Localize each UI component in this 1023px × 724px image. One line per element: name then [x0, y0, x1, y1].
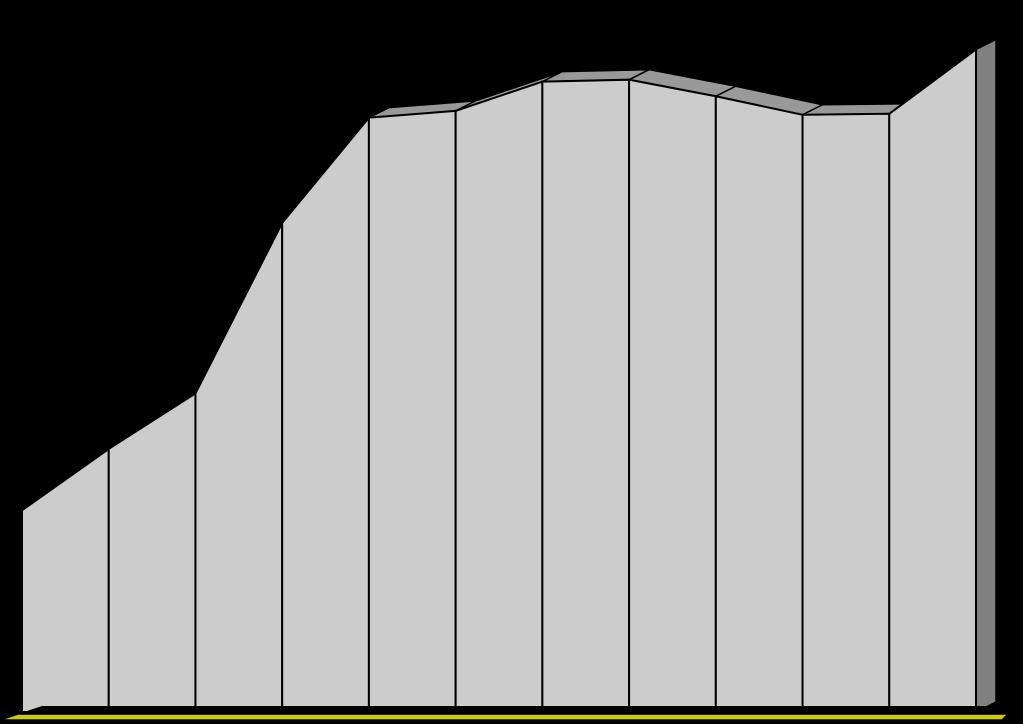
area-segment-9: [714, 95, 804, 713]
area-segment-2: [107, 391, 197, 713]
data-point-12: [975, 48, 977, 51]
data-point-3: [194, 392, 197, 395]
area-segment-7: [541, 78, 631, 713]
front-facets: [21, 47, 977, 713]
data-point-6: [454, 109, 457, 112]
data-point-7: [541, 80, 544, 83]
data-point-2: [107, 447, 110, 450]
side-facet: [975, 38, 997, 714]
data-point-5: [367, 116, 370, 119]
data-point-1: [21, 509, 23, 512]
area-side-facet: [975, 38, 997, 714]
data-point-9: [714, 95, 717, 98]
floor-plane: [0, 713, 1010, 721]
floor: [0, 706, 1010, 721]
data-point-4: [281, 221, 284, 224]
area-segment-5: [367, 109, 457, 713]
data-point-10: [801, 113, 804, 116]
area-segment-11: [888, 47, 977, 713]
area-segment-6: [454, 80, 544, 713]
area-segment-8: [628, 78, 717, 713]
data-point-11: [888, 112, 891, 115]
data-point-8: [628, 78, 631, 81]
area-segment-4: [281, 114, 370, 713]
area-segment-10: [801, 112, 891, 713]
